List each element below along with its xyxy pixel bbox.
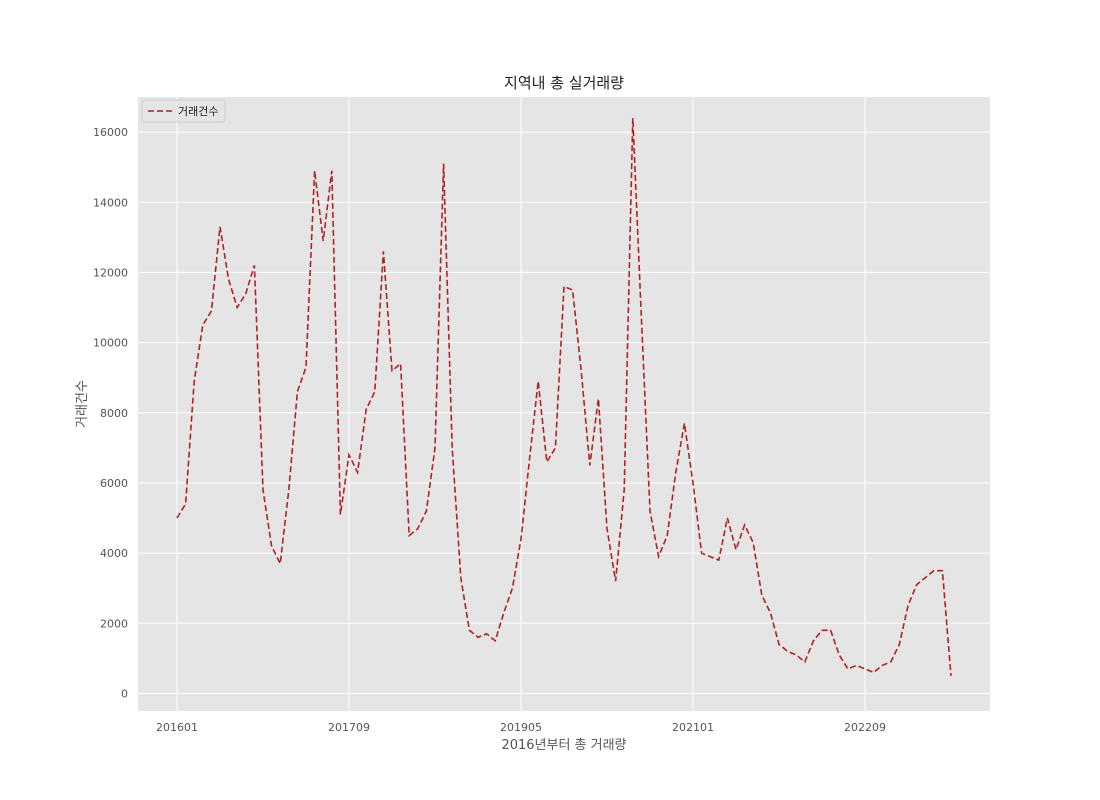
y-gridlines (138, 131, 990, 694)
y-tick-label: 16000 (93, 126, 128, 139)
y-axis-label: 거래건수 (75, 380, 90, 428)
x-tick-label: 201709 (328, 721, 370, 734)
x-axis-label: 2016년부터 총 거래량 (501, 738, 626, 753)
y-tick-label: 4000 (100, 547, 128, 560)
y-tick-label: 12000 (93, 266, 128, 279)
x-tick-label: 201905 (500, 721, 542, 734)
x-tick-label: 202101 (672, 721, 714, 734)
x-tick-label: 202209 (844, 721, 886, 734)
y-tick-label: 8000 (100, 407, 128, 420)
y-tick-label: 2000 (100, 617, 128, 630)
legend-label: 거래건수 (178, 105, 218, 118)
y-tick-label: 6000 (100, 477, 128, 490)
y-tick-label: 0 (121, 687, 128, 700)
y-tick-label: 10000 (93, 337, 128, 350)
series-line-거래건수 (176, 118, 952, 676)
y-tick-label: 14000 (93, 196, 128, 209)
y-tick-labels: 0 2000 4000 6000 8000 10000 12000 14000 16000 (93, 126, 128, 700)
legend-box (141, 99, 226, 123)
plot-area (138, 97, 990, 711)
legend: 거래건수 (141, 99, 226, 123)
x-gridlines (176, 97, 866, 711)
x-tick-label: 201601 (156, 721, 198, 734)
x-tick-labels: 201601 201709 201905 202101 202209 (156, 721, 886, 734)
chart-title: 지역내 총 실거래량 (504, 74, 624, 92)
